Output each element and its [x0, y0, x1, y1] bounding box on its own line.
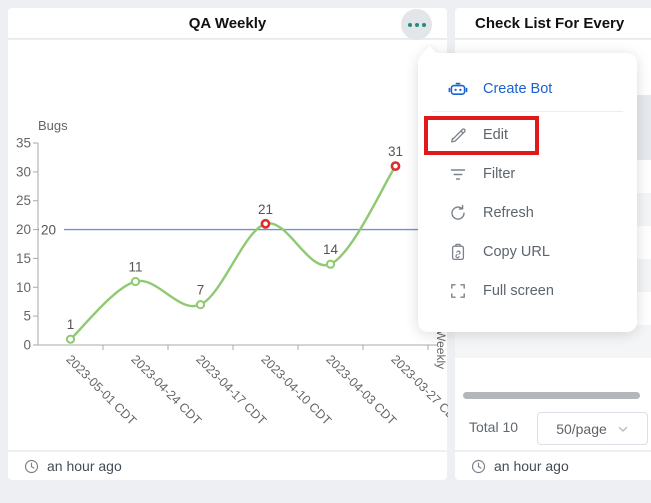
- page-size-value: 50/page: [556, 420, 607, 437]
- svg-text:11: 11: [128, 260, 142, 275]
- menu-item-filter[interactable]: Filter: [418, 154, 637, 193]
- widget-options-menu: Create Bot Edit Filter Refresh Copy URL: [418, 45, 637, 332]
- svg-text:20: 20: [41, 223, 56, 238]
- qa-weekly-chart-card: Bugs 0 5 10 15 20 25 30 35 20 1 11 7 21 14 31 2023-05-01…: [8, 40, 464, 450]
- more-options-button[interactable]: [401, 9, 432, 40]
- menu-item-label: Create Bot: [483, 80, 553, 97]
- svg-text:35: 35: [16, 136, 31, 151]
- svg-text:14: 14: [323, 242, 339, 257]
- bugs-line-chart[interactable]: Bugs 0 5 10 15 20 25 30 35 20 1 11 7 21 14 31 2023-05-01…: [8, 40, 464, 450]
- pencil-icon: [451, 127, 466, 143]
- menu-item-create-bot[interactable]: Create Bot: [418, 69, 637, 108]
- chevron-down-icon: [618, 426, 627, 432]
- clock-icon: [471, 459, 486, 473]
- svg-text:7: 7: [197, 283, 205, 298]
- menu-item-label: Copy URL: [483, 243, 550, 260]
- total-count-label: Total 10: [469, 419, 519, 435]
- horizontal-scrollbar[interactable]: [463, 392, 640, 399]
- svg-text:0: 0: [23, 338, 31, 353]
- svg-text:30: 30: [16, 164, 31, 179]
- svg-text:Bugs: Bugs: [38, 118, 68, 133]
- menu-item-copy-url[interactable]: Copy URL: [418, 232, 637, 271]
- svg-text:2023-04-17 CDT: 2023-04-17 CDT: [193, 352, 269, 428]
- qa-weekly-footer: an hour ago: [8, 452, 447, 480]
- menu-item-refresh[interactable]: Refresh: [418, 193, 637, 232]
- svg-text:31: 31: [388, 144, 403, 159]
- last-updated-text: an hour ago: [47, 458, 122, 474]
- svg-text:1: 1: [67, 317, 75, 332]
- menu-divider: [432, 111, 623, 112]
- checklist-title: Check List For Every: [475, 14, 625, 32]
- pagination-bar: Total 10 50/page: [455, 404, 651, 450]
- qa-weekly-title: QA Weekly: [188, 14, 267, 32]
- checklist-footer: an hour ago: [455, 452, 651, 480]
- menu-item-label: Filter: [483, 165, 516, 182]
- refresh-icon: [451, 204, 465, 220]
- svg-text:2023-04-10 CDT: 2023-04-10 CDT: [258, 352, 334, 428]
- menu-item-label: Refresh: [483, 204, 534, 221]
- clock-icon: [24, 459, 39, 473]
- more-dots-icon: [407, 22, 412, 27]
- svg-text:10: 10: [16, 280, 31, 295]
- svg-text:Weekly: Weekly: [434, 330, 448, 369]
- svg-text:5: 5: [23, 309, 31, 324]
- filter-icon: [450, 168, 466, 180]
- menu-item-edit[interactable]: Edit: [418, 115, 637, 154]
- svg-text:25: 25: [16, 193, 31, 208]
- svg-text:2023-04-03 CDT: 2023-04-03 CDT: [323, 352, 399, 428]
- fullscreen-icon: [451, 283, 465, 298]
- menu-item-full-screen[interactable]: Full screen: [418, 271, 637, 310]
- svg-text:21: 21: [258, 202, 273, 217]
- svg-text:15: 15: [16, 251, 31, 266]
- qa-weekly-header: QA Weekly: [8, 8, 447, 38]
- svg-text:2023-05-01 CDT: 2023-05-01 CDT: [63, 352, 139, 428]
- page-size-select[interactable]: 50/page: [537, 412, 648, 445]
- menu-item-label: Full screen: [483, 282, 554, 299]
- svg-text:2023-04-24 CDT: 2023-04-24 CDT: [128, 352, 204, 428]
- copy-url-icon: [451, 243, 465, 260]
- svg-text:20: 20: [16, 222, 31, 237]
- robot-icon: [448, 82, 468, 95]
- last-updated-text: an hour ago: [494, 458, 569, 474]
- menu-item-label: Edit: [483, 126, 508, 143]
- checklist-header: Check List For Every: [455, 8, 651, 38]
